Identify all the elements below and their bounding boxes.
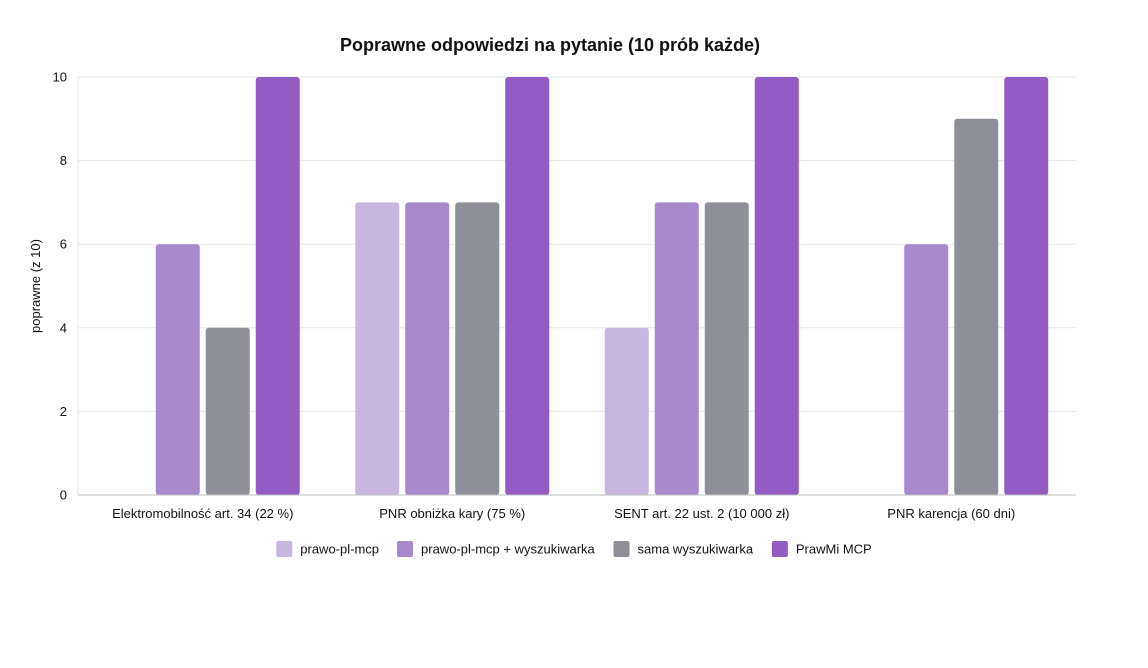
bar-1-0	[355, 202, 400, 495]
legend-label-3: PrawMi MCP	[796, 542, 872, 557]
y-tick-label-5: 10	[53, 70, 67, 85]
legend-swatch-1	[397, 541, 414, 557]
legend-label-2: sama wyszukiwarka	[638, 542, 754, 557]
legend: prawo-pl-mcp prawo-pl-mcp + wyszukiwarka s…	[276, 541, 872, 557]
bar-1-2	[455, 202, 500, 495]
bar-2-0	[604, 327, 649, 495]
legend-swatch-2	[613, 541, 630, 557]
y-tick-label-2: 4	[60, 320, 67, 335]
legend-label-0: prawo-pl-mcp	[300, 542, 379, 557]
legend-label-1: prawo-pl-mcp + wyszukiwarka	[421, 542, 596, 557]
bar-0-2	[205, 327, 250, 495]
bar-2-3	[754, 77, 799, 495]
legend-item-3: PrawMi MCP	[771, 541, 872, 557]
x-tick-label-1: PNR obniżka kary (75 %)	[379, 506, 525, 521]
bar-3-2	[954, 118, 999, 496]
bars-group	[155, 77, 1049, 496]
y-tick-label-3: 6	[60, 237, 67, 252]
x-tick-label-0: Elektromobilność art. 34 (22 %)	[112, 506, 293, 521]
legend-item-0: prawo-pl-mcp	[276, 541, 379, 557]
bar-1-1	[405, 202, 450, 495]
y-tick-label-0: 0	[60, 488, 67, 503]
bar-2-2	[704, 202, 749, 495]
y-tick-label-1: 2	[60, 404, 67, 419]
y-axis-ticks: 0 2 4 6 8 10	[53, 70, 67, 503]
chart-title: Poprawne odpowiedzi na pytanie (10 prób …	[340, 35, 760, 55]
legend-swatch-3	[771, 541, 788, 557]
bar-3-3	[1004, 77, 1049, 495]
y-tick-label-4: 8	[60, 153, 67, 168]
x-axis-labels: Elektromobilność art. 34 (22 %) PNR obniż…	[112, 506, 1015, 521]
legend-item-1: prawo-pl-mcp + wyszukiwarka	[397, 541, 596, 557]
x-tick-label-3: PNR karencja (60 dni)	[887, 506, 1015, 521]
y-axis-label: poprawne (z 10)	[28, 239, 43, 333]
bar-0-3	[255, 77, 300, 495]
legend-swatch-0	[276, 541, 293, 557]
legend-item-2: sama wyszukiwarka	[613, 541, 754, 557]
bar-3-1	[904, 244, 949, 495]
bar-0-1	[155, 244, 200, 495]
x-tick-label-2: SENT art. 22 ust. 2 (10 000 zł)	[614, 506, 789, 521]
bar-1-3	[505, 77, 550, 495]
bar-2-1	[654, 202, 699, 495]
